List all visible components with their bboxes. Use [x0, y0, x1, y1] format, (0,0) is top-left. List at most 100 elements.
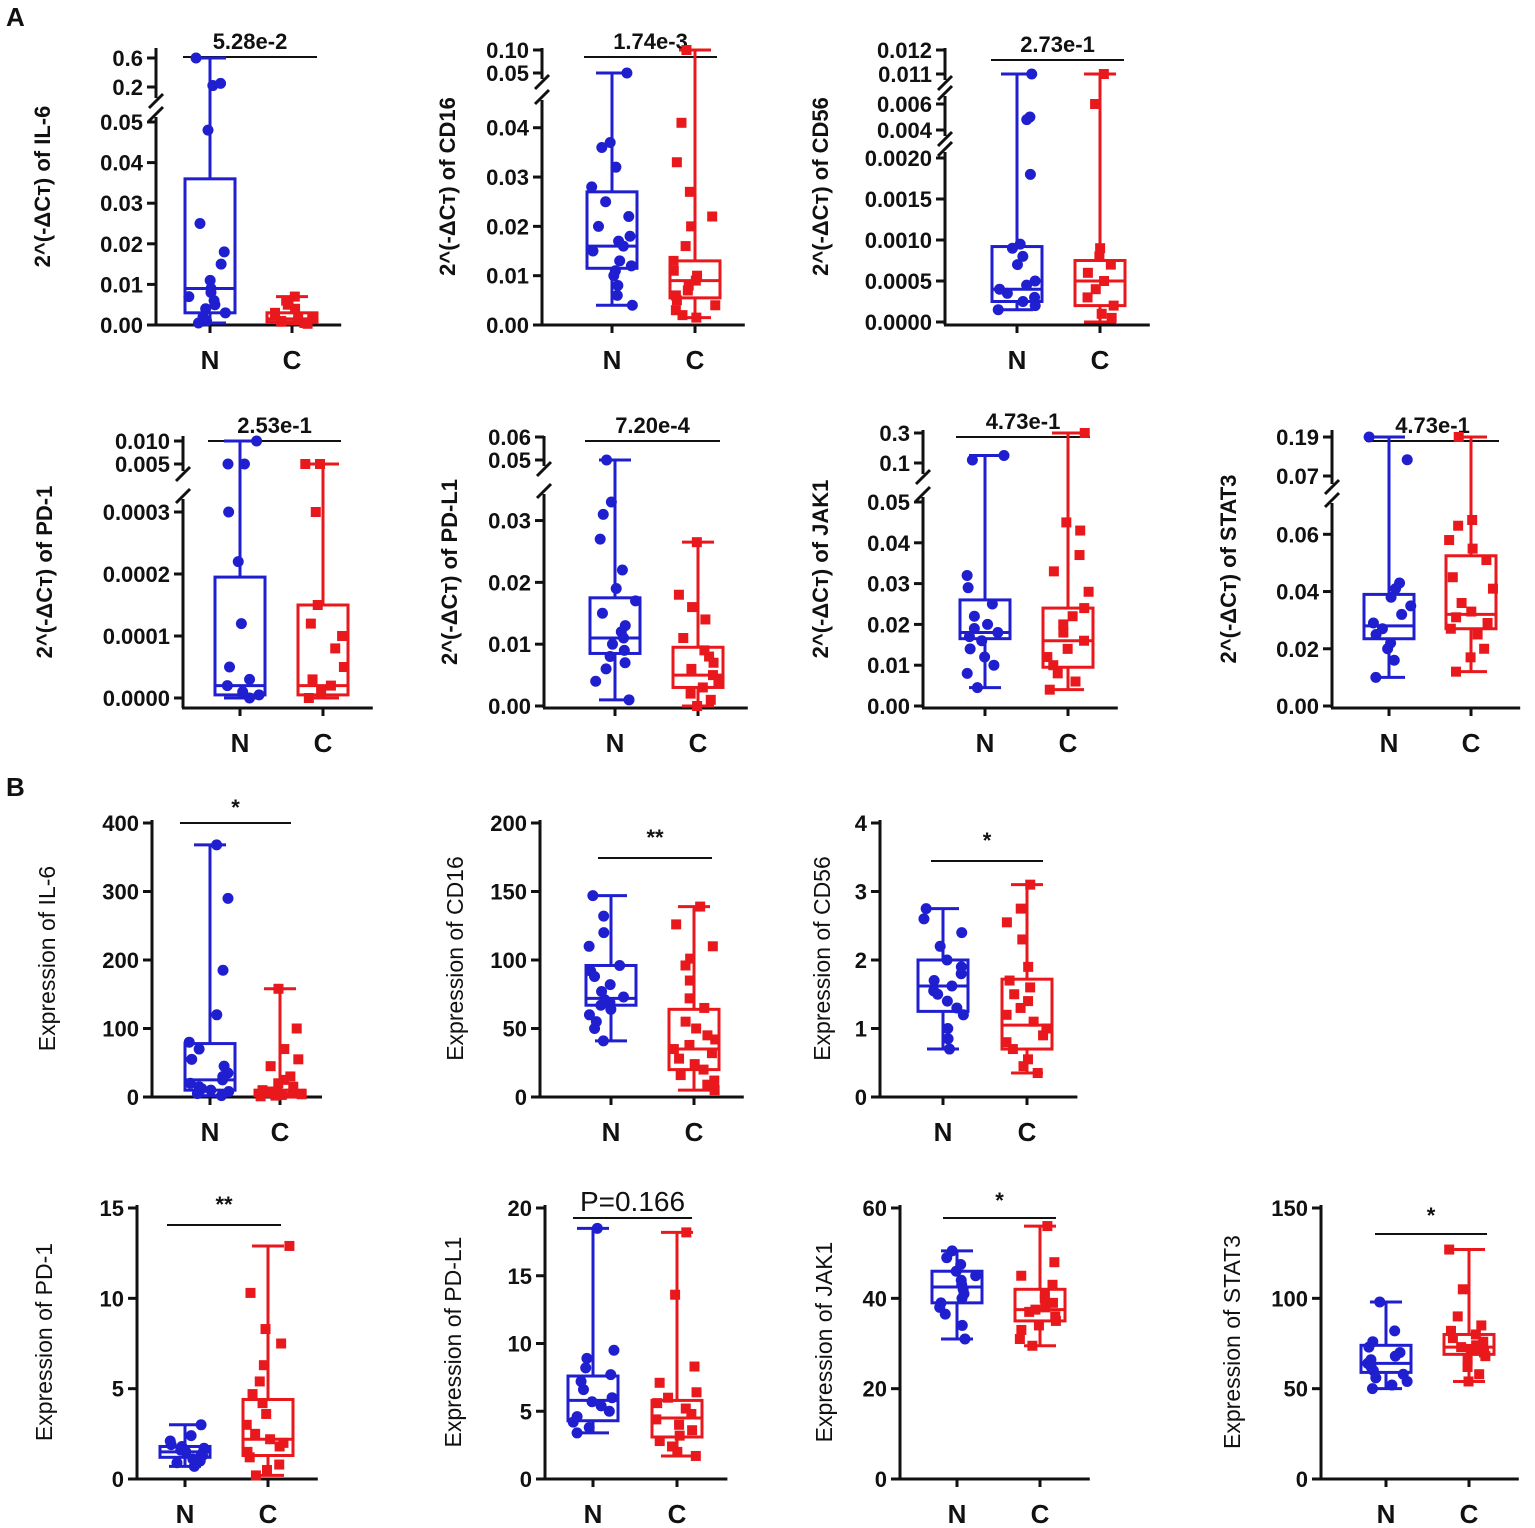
data-point	[968, 622, 980, 634]
significance-label: 7.20e-4	[615, 413, 690, 438]
data-point	[610, 161, 622, 173]
y-tick-label: 0.02	[100, 232, 143, 257]
data-point	[961, 569, 973, 581]
data-point	[1466, 606, 1477, 617]
data-point	[1481, 555, 1492, 566]
data-point	[1042, 652, 1053, 663]
data-point	[689, 1361, 700, 1372]
data-point	[678, 633, 689, 643]
y-axis-title: 2^(-ΔCт) of IL-6	[30, 106, 55, 268]
series-n	[213, 435, 267, 704]
y-tick-label: 0.02	[488, 570, 531, 595]
data-point	[222, 458, 234, 470]
data-point	[1058, 619, 1069, 630]
data-point	[282, 299, 293, 310]
category-label-n: N	[231, 728, 250, 758]
category-label-n: N	[948, 1499, 967, 1528]
series-n	[583, 890, 638, 1047]
data-point	[1001, 1037, 1012, 1048]
data-point	[705, 694, 716, 705]
box-iqr	[566, 1374, 620, 1423]
data-point	[245, 1287, 256, 1298]
data-point	[1024, 1306, 1035, 1317]
y-tick-label: 0.07	[1276, 464, 1319, 489]
category-label-c: C	[259, 1499, 278, 1528]
axis-break-mark	[936, 140, 954, 158]
data-point	[581, 1352, 593, 1364]
data-point	[951, 1002, 963, 1014]
data-point	[934, 940, 946, 952]
data-point	[920, 903, 932, 915]
y-tick-label: 0.04	[867, 531, 911, 556]
data-point	[183, 291, 195, 303]
y-tick-label: 15	[508, 1264, 532, 1289]
chart-4: 0.060.05 0.03 0.02 0.01 0.00 2^(-ΔCт) of PD-L…	[437, 413, 748, 758]
data-point	[274, 1441, 285, 1452]
data-point	[1023, 961, 1034, 972]
data-point	[1016, 1270, 1027, 1281]
y-tick-label: 300	[102, 880, 139, 905]
y-tick-label: 0.010	[115, 429, 170, 454]
box-iqr	[296, 603, 350, 697]
series-c	[1013, 1221, 1067, 1351]
data-point	[255, 1091, 266, 1102]
y-tick-label: 4	[855, 811, 868, 836]
y-tick-label: 0.10	[486, 38, 529, 63]
data-point	[1075, 525, 1086, 536]
data-point	[238, 458, 250, 470]
data-point	[1396, 608, 1408, 620]
data-point	[1015, 903, 1026, 914]
data-point	[211, 1009, 223, 1021]
series-n	[1362, 431, 1417, 683]
data-point	[1465, 1343, 1476, 1354]
data-point	[290, 303, 301, 314]
data-point	[618, 991, 630, 1003]
data-point	[654, 1377, 665, 1388]
chart-10: 15 10 5 0 Expression of PD-1 N C **	[31, 1192, 318, 1528]
data-point	[604, 979, 616, 991]
data-point	[232, 556, 244, 568]
data-point	[928, 975, 940, 987]
series-c	[1073, 69, 1127, 324]
axis-break-mark	[914, 485, 932, 503]
data-point	[707, 211, 718, 222]
data-point	[612, 280, 624, 292]
data-point	[586, 1396, 598, 1408]
data-point	[244, 673, 256, 685]
data-point	[276, 316, 287, 327]
data-point	[1001, 917, 1012, 928]
y-tick-label: 40	[863, 1286, 887, 1311]
data-point	[963, 631, 975, 643]
data-point	[946, 980, 958, 992]
data-point	[1382, 643, 1394, 655]
data-point	[250, 1470, 261, 1481]
y-tick-label: 0.0015	[865, 187, 932, 212]
axis-break-mark	[174, 487, 192, 505]
y-tick-label: 0.03	[867, 572, 910, 597]
data-point	[1022, 1054, 1033, 1065]
y-tick-label: 0.04	[486, 116, 530, 141]
y-tick-label: 0.0020	[865, 146, 932, 171]
data-point	[1030, 1304, 1041, 1315]
significance-label: 1.74e-3	[613, 29, 688, 54]
y-tick-label: 0.06	[488, 425, 531, 450]
data-point	[1025, 879, 1036, 890]
panel-label-b: B	[6, 772, 25, 802]
data-point	[710, 1034, 721, 1045]
y-tick-label: 0.0000	[865, 310, 932, 335]
data-point	[713, 676, 724, 687]
data-point	[1050, 1315, 1061, 1326]
series-c	[265, 291, 319, 329]
category-label-n: N	[1377, 1499, 1396, 1528]
data-point	[1090, 99, 1101, 109]
chart-5: 0.3 0.1 0.05 0.04 0.03 0.02 0.01 0.00 2^(-ΔCт) o…	[808, 409, 1118, 758]
data-point	[690, 1450, 701, 1461]
y-tick-label: 0.0000	[103, 686, 170, 711]
data-point	[670, 1289, 681, 1300]
data-point	[956, 1319, 968, 1331]
y-tick-label: 0	[515, 1085, 527, 1110]
significance-label: *	[1427, 1203, 1436, 1228]
data-point	[1456, 1342, 1467, 1353]
data-point	[666, 1441, 677, 1452]
